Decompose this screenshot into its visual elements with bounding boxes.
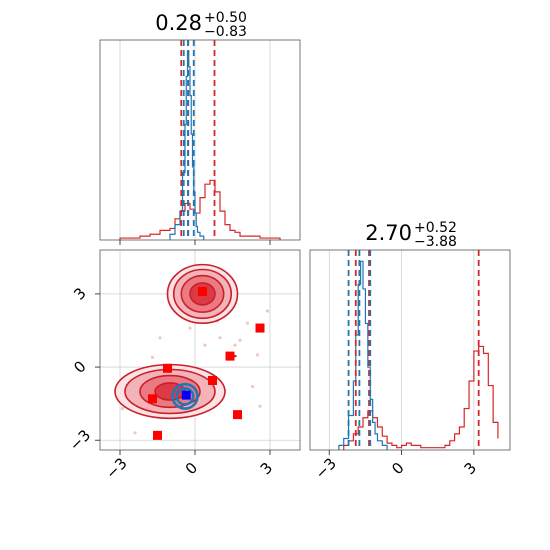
- marginal-2-title-plus: +0.52: [414, 220, 457, 236]
- joint-ytick-label-0: −3: [66, 426, 94, 454]
- marginal-1-title-plus: +0.50: [204, 10, 247, 26]
- joint-red-square-marker-0: [198, 286, 207, 296]
- marginal-1-histograms: [119, 50, 281, 240]
- marginal-1-quantile-lines: [180, 40, 216, 240]
- joint-blue-level-1: [175, 386, 195, 406]
- joint-faint-scatter: [120, 309, 270, 435]
- joint-faint-point-1: [233, 343, 237, 347]
- marginal-2-xtick-label-2: 3: [461, 459, 480, 478]
- marginal-1-frame: [99, 39, 301, 241]
- joint-red-square-marker-7: [153, 430, 162, 440]
- joint-blue-contours: [171, 382, 199, 410]
- joint-xtick-label-0: −3: [102, 454, 130, 482]
- joint-faint-point-7: [188, 326, 192, 330]
- marginal-panel-1: 0.28 +0.50 −0.83: [99, 10, 301, 245]
- joint-red-square-marker-6: [233, 410, 242, 420]
- marginal-2-ticks: [328, 450, 475, 455]
- marginal-1-title-value: 0.28: [155, 11, 202, 35]
- joint-faint-point-10: [238, 338, 242, 342]
- joint-xtick-label-2: 3: [257, 459, 276, 478]
- joint-faint-point-14: [158, 336, 162, 340]
- marginal-2-title-value: 2.70: [365, 221, 412, 245]
- marginal-panel-2: −3 0 3 2.70 +0.52 −3.88: [309, 220, 511, 483]
- marginal-2-tick-labels: −3 0 3: [312, 454, 481, 482]
- marginal-2-quantile-lines: [347, 250, 480, 450]
- joint-faint-point-8: [203, 343, 207, 347]
- joint-faint-point-2: [255, 353, 260, 357]
- joint-faint-point-5: [258, 404, 262, 408]
- joint-markers: [148, 286, 265, 440]
- joint-red-square-marker-4: [208, 375, 217, 385]
- joint-blue-square-marker: [181, 390, 191, 400]
- joint-faint-point-9: [150, 355, 155, 359]
- joint-ytick-label-1: 0: [70, 357, 89, 376]
- joint-faint-point-4: [133, 431, 137, 435]
- joint-xtick-label-1: 0: [182, 459, 201, 478]
- marginal-1-hist-blue: [169, 50, 205, 240]
- marginal-2-hist-red: [343, 345, 499, 450]
- joint-panel: −3 0 3 −3 0 3: [66, 249, 301, 483]
- joint-faint-point-15: [250, 384, 255, 389]
- joint-faint-point-12: [265, 309, 270, 313]
- joint-red-square-marker-5: [148, 394, 157, 404]
- joint-ticks: [95, 293, 271, 455]
- joint-red-square-marker-3: [163, 363, 172, 373]
- joint-faint-point-3: [120, 406, 125, 411]
- joint-frame: [99, 249, 301, 451]
- marginal-1-ticks: [119, 240, 271, 245]
- marginal-2-title-minus: −3.88: [414, 234, 457, 250]
- joint-red-cross-marker: [228, 352, 237, 361]
- joint-red-square-marker-1: [255, 323, 265, 333]
- marginal-1-hist-red: [119, 179, 281, 240]
- marginal-2-frame: [309, 249, 511, 451]
- marginal-2-grid: [328, 250, 475, 450]
- joint-blue-level-0: [171, 382, 199, 410]
- marginal-2-xtick-label-1: 0: [388, 459, 407, 478]
- joint-faint-point-6: [218, 336, 222, 340]
- marginal-2-xtick-label-0: −3: [312, 454, 340, 482]
- joint-faint-point-0: [245, 321, 250, 325]
- marginal-1-title-minus: −0.83: [204, 24, 247, 40]
- joint-ytick-label-2: 3: [70, 284, 89, 303]
